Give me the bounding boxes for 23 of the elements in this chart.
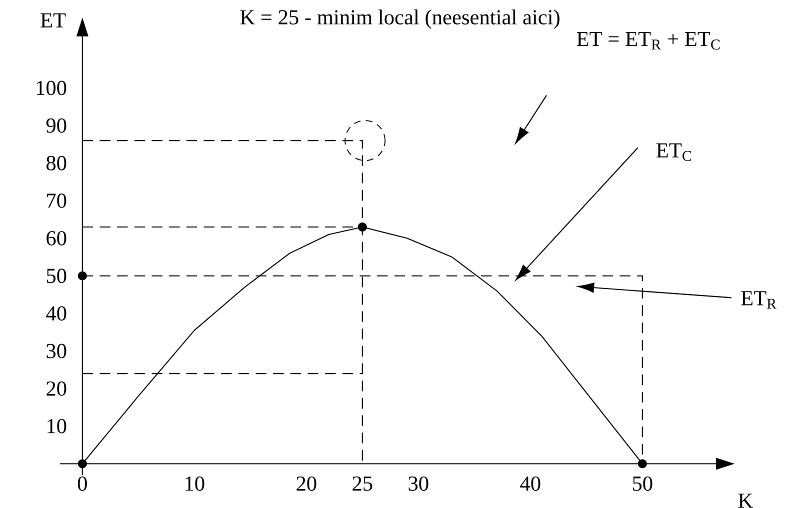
annotation: ET = ET$_{R}$ + ET$_{C}$: [576, 32, 720, 50]
x-tick-label: 40: [520, 476, 540, 491]
x-tick-label: 30: [408, 476, 428, 491]
x-tick-label: 10: [186, 476, 204, 491]
y-tick-label: 10: [48, 418, 66, 434]
y-tick-label: 70: [47, 194, 66, 208]
x-tick-label: 0: [78, 476, 87, 491]
y-tick-label: 80: [46, 156, 66, 170]
y-axis-title: ET: [40, 13, 66, 28]
text: ET$_{R}$: [741, 291, 777, 309]
y-tick-label: 100: [36, 80, 66, 96]
y-tick-label: 50: [46, 268, 66, 284]
x-tick-label: 50: [632, 476, 652, 491]
annotation: ET$_{C}$: [656, 143, 692, 161]
y-tick-label: 40: [46, 306, 66, 321]
x-tick-label: 20: [296, 476, 316, 491]
x-axis-title: K: [738, 494, 753, 508]
y-tick-label: 30: [46, 344, 66, 358]
y-tick-label: 90: [46, 118, 66, 133]
y-tick-label: 20: [46, 381, 66, 396]
x-tick-label: 25: [352, 476, 372, 491]
y-tick-label: 60: [46, 231, 66, 246]
chart-title: K = 25 - minim local (neesential aici): [240, 9, 560, 29]
